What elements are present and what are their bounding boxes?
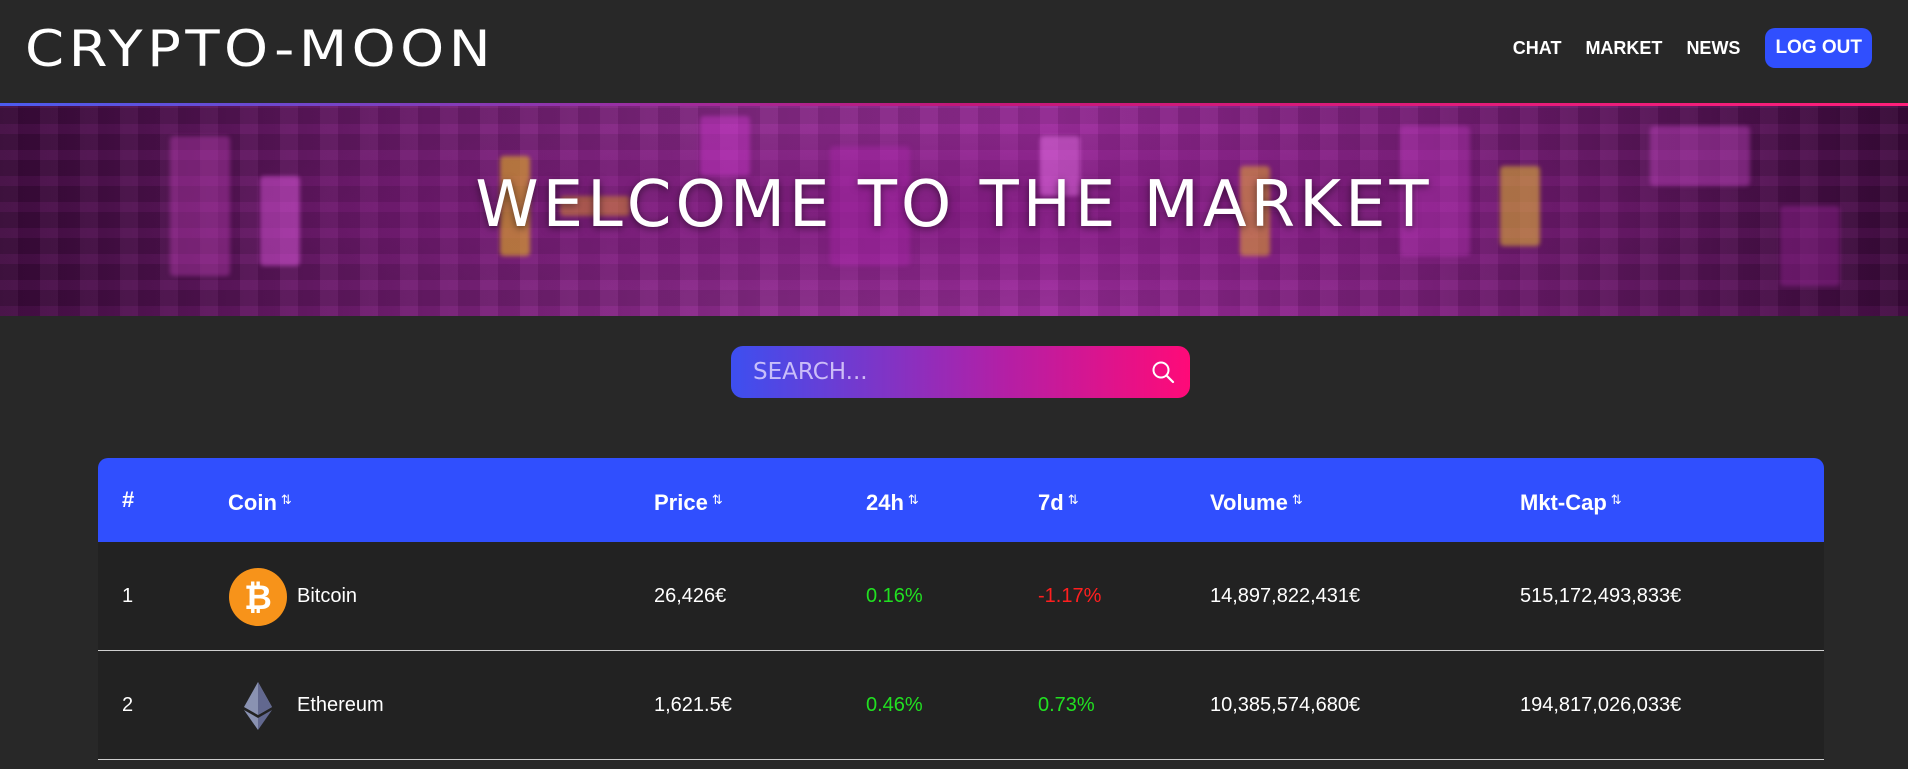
col-price[interactable]: Price ⇅ xyxy=(654,458,723,542)
banner-decoration xyxy=(830,146,910,266)
logout-button[interactable]: LOG OUT xyxy=(1765,28,1872,68)
sort-icon[interactable]: ⇅ xyxy=(1067,492,1079,507)
sort-icon[interactable]: ⇅ xyxy=(711,492,723,507)
banner-decoration xyxy=(1780,206,1840,286)
banner-decoration xyxy=(560,196,630,216)
col-rank: # xyxy=(122,487,135,512)
site-logo[interactable]: CRYPTO-MOON xyxy=(25,20,496,78)
banner-decoration xyxy=(1240,166,1270,256)
change-7d: -1.17% xyxy=(1038,585,1102,607)
search-input[interactable] xyxy=(753,346,1133,398)
col-7d[interactable]: 7d ⇅ xyxy=(1038,458,1079,542)
sort-icon[interactable]: ⇅ xyxy=(1291,492,1303,507)
banner-decoration xyxy=(170,136,230,276)
banner-decoration xyxy=(1400,126,1470,256)
nav-market[interactable]: MARKET xyxy=(1585,37,1663,58)
banner-decoration xyxy=(700,116,750,176)
nav-chat[interactable]: CHAT xyxy=(1512,37,1562,58)
coin-name[interactable]: Ethereum xyxy=(297,694,384,716)
table-header: # Coin ⇅ Price ⇅ 24h ⇅ 7d ⇅ Volume ⇅ Mkt-Cap ⇅ xyxy=(98,458,1824,542)
market-table: # Coin ⇅ Price ⇅ 24h ⇅ 7d ⇅ Volume ⇅ Mkt-Cap ⇅… xyxy=(98,458,1824,760)
hero-banner: WELCOME TO THE MARKET xyxy=(0,106,1908,316)
coin-market-cap: 194,817,026,033€ xyxy=(1520,694,1682,716)
change-7d: 0.73% xyxy=(1038,694,1095,716)
banner-decoration xyxy=(1040,136,1080,196)
banner-decoration xyxy=(260,176,300,266)
nav-news[interactable]: NEWS xyxy=(1686,37,1741,58)
svg-text:₿: ₿ xyxy=(244,578,272,618)
ethereum-icon xyxy=(244,682,272,730)
table-row[interactable]: 1 ₿ Bitcoin 26,426€ 0.16% -1.17% 14,897,… xyxy=(98,542,1824,651)
col-volume[interactable]: Volume ⇅ xyxy=(1210,458,1303,542)
coin-volume: 14,897,822,431€ xyxy=(1210,585,1361,607)
coin-name[interactable]: Bitcoin xyxy=(297,585,358,607)
coin-volume: 10,385,574,680€ xyxy=(1210,694,1361,716)
sort-icon[interactable]: ⇅ xyxy=(280,492,292,507)
col-coin[interactable]: Coin ⇅ xyxy=(228,458,292,542)
search-icon[interactable] xyxy=(1150,359,1176,385)
change-24h: 0.16% xyxy=(866,585,923,607)
row-rank: 1 xyxy=(122,585,134,607)
row-rank: 2 xyxy=(122,694,134,716)
top-header: CRYPTO-MOON CHAT MARKET NEWS LOG OUT xyxy=(0,0,1908,106)
coin-price: 26,426€ xyxy=(654,585,727,607)
banner-decoration xyxy=(1650,126,1750,186)
coin-market-cap: 515,172,493,833€ xyxy=(1520,585,1682,607)
change-24h: 0.46% xyxy=(866,694,923,716)
search-bar xyxy=(731,346,1190,398)
bitcoin-icon: ₿ xyxy=(229,568,287,626)
banner-decoration xyxy=(1500,166,1540,246)
header-divider xyxy=(0,103,1908,106)
sort-icon[interactable]: ⇅ xyxy=(1610,492,1622,507)
col-market-cap[interactable]: Mkt-Cap ⇅ xyxy=(1520,458,1622,542)
main-nav: CHAT MARKET NEWS LOG OUT xyxy=(1489,28,1872,68)
col-24h[interactable]: 24h ⇅ xyxy=(866,458,919,542)
banner-title: WELCOME TO THE MARKET xyxy=(475,168,1433,242)
sort-icon[interactable]: ⇅ xyxy=(907,492,919,507)
coin-price: 1,621.5€ xyxy=(654,694,732,716)
table-row[interactable]: 2 Ethereum 1,621.5€ 0.46% 0.73% 10,385,5… xyxy=(98,651,1824,760)
banner-decoration xyxy=(500,156,530,256)
